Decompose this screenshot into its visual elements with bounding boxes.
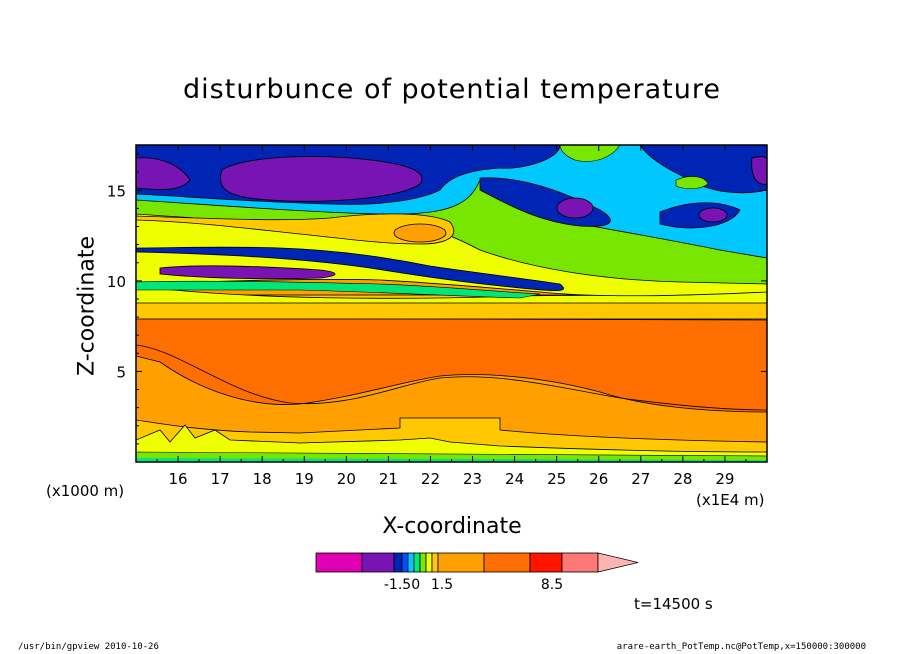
footer-source: arare-earth_PotTemp.nc@PotTemp,x=150000:… [616,642,866,652]
colorbar-swatch [315,552,363,573]
x-ticks: 16 17 18 19 20 21 22 23 24 25 26 27 28 29 [156,145,747,488]
colorbar-swatch [561,552,599,573]
y-tick-label: 15 [107,182,126,200]
colorbar-swatch [361,552,395,573]
colorbar-swatch [425,552,433,573]
x-tick-label: 28 [673,470,692,488]
footer-command: /usr/bin/gpview 2010-10-26 [18,642,159,652]
x-tick-label: 24 [505,470,524,488]
colorbar-swatch [529,552,563,573]
field-tongue-purple [159,265,336,280]
colorbar-label: 1.5 [431,577,453,593]
colorbar-swatch [393,552,403,573]
x-tick-label: 19 [295,470,314,488]
x-tick-label: 17 [211,470,230,488]
colorbar-label: 8.5 [541,577,563,593]
colorbar-swatch [431,552,439,573]
field-top-right-purple [751,156,767,185]
contour-field [136,145,767,462]
x-axis-label: X-coordinate [382,514,522,539]
chart-title: disturbunce of potential temperature [183,74,721,105]
colorbar-swatch [437,552,485,573]
field-green-right [675,176,709,190]
field-band-warm-core [136,317,767,413]
x-tick-label: 20 [337,470,356,488]
colorbar-swatch [419,552,427,573]
field-top-purple-left [136,157,191,190]
field-top-purple-center [220,156,423,202]
x-tick-label: 21 [379,470,398,488]
x-tick-label: 29 [715,470,734,488]
contour-line [136,344,767,411]
y-tick-label: 5 [116,363,126,381]
time-label: t=14500 s [634,595,713,613]
x-tick-label: 26 [589,470,608,488]
colorbar-swatch [413,552,421,573]
field-blob-warm [393,223,447,243]
colorbar-label: -1.50 [384,577,420,593]
x-tick-label: 27 [631,470,650,488]
field-purple-far-right [698,207,728,223]
colorbar-extend-arrow [597,552,639,573]
field-streak-green [136,280,541,299]
colorbar-swatch [401,552,409,573]
x-tick-label: 16 [169,470,188,488]
x-axis-multiplier: (x1E4 m) [696,491,765,509]
y-ticks: 5 10 15 [107,153,767,445]
field-top-green [559,145,621,162]
colorbar-swatch [483,552,531,573]
x-tick-label: 25 [547,470,566,488]
x-tick-label: 22 [421,470,440,488]
y-tick-label: 10 [107,273,126,291]
x-tick-label: 18 [253,470,272,488]
colorbar-swatch [407,552,415,573]
field-tongue-blue [136,246,564,292]
field-purple-right [556,197,594,219]
field-blob-orange [136,213,455,245]
x-tick-label: 23 [463,470,482,488]
y-axis-multiplier: (x1000 m) [46,482,125,500]
